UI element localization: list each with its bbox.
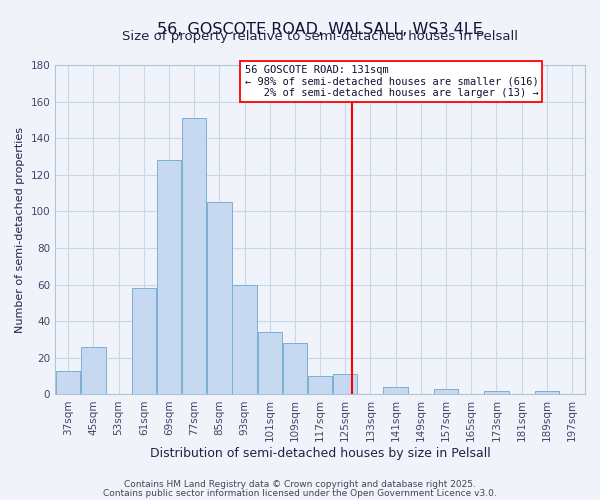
Bar	[81, 347, 106, 395]
Bar	[283, 343, 307, 394]
Bar	[434, 389, 458, 394]
Bar	[535, 391, 559, 394]
Bar	[207, 202, 232, 394]
Bar	[232, 284, 257, 395]
Bar	[484, 391, 509, 394]
Bar	[56, 370, 80, 394]
Text: 56, GOSCOTE ROAD, WALSALL, WS3 4LE: 56, GOSCOTE ROAD, WALSALL, WS3 4LE	[157, 22, 483, 37]
Bar	[333, 374, 358, 394]
Bar	[131, 288, 156, 395]
Bar	[308, 376, 332, 394]
X-axis label: Distribution of semi-detached houses by size in Pelsall: Distribution of semi-detached houses by …	[150, 447, 490, 460]
Bar	[182, 118, 206, 394]
Text: Contains HM Land Registry data © Crown copyright and database right 2025.: Contains HM Land Registry data © Crown c…	[124, 480, 476, 489]
Bar	[157, 160, 181, 394]
Text: Contains public sector information licensed under the Open Government Licence v3: Contains public sector information licen…	[103, 489, 497, 498]
Text: 56 GOSCOTE ROAD: 131sqm
← 98% of semi-detached houses are smaller (616)
   2% of: 56 GOSCOTE ROAD: 131sqm ← 98% of semi-de…	[245, 65, 538, 98]
Title: Size of property relative to semi-detached houses in Pelsall: Size of property relative to semi-detach…	[122, 30, 518, 43]
Bar	[383, 387, 408, 394]
Y-axis label: Number of semi-detached properties: Number of semi-detached properties	[15, 126, 25, 332]
Bar	[257, 332, 282, 394]
